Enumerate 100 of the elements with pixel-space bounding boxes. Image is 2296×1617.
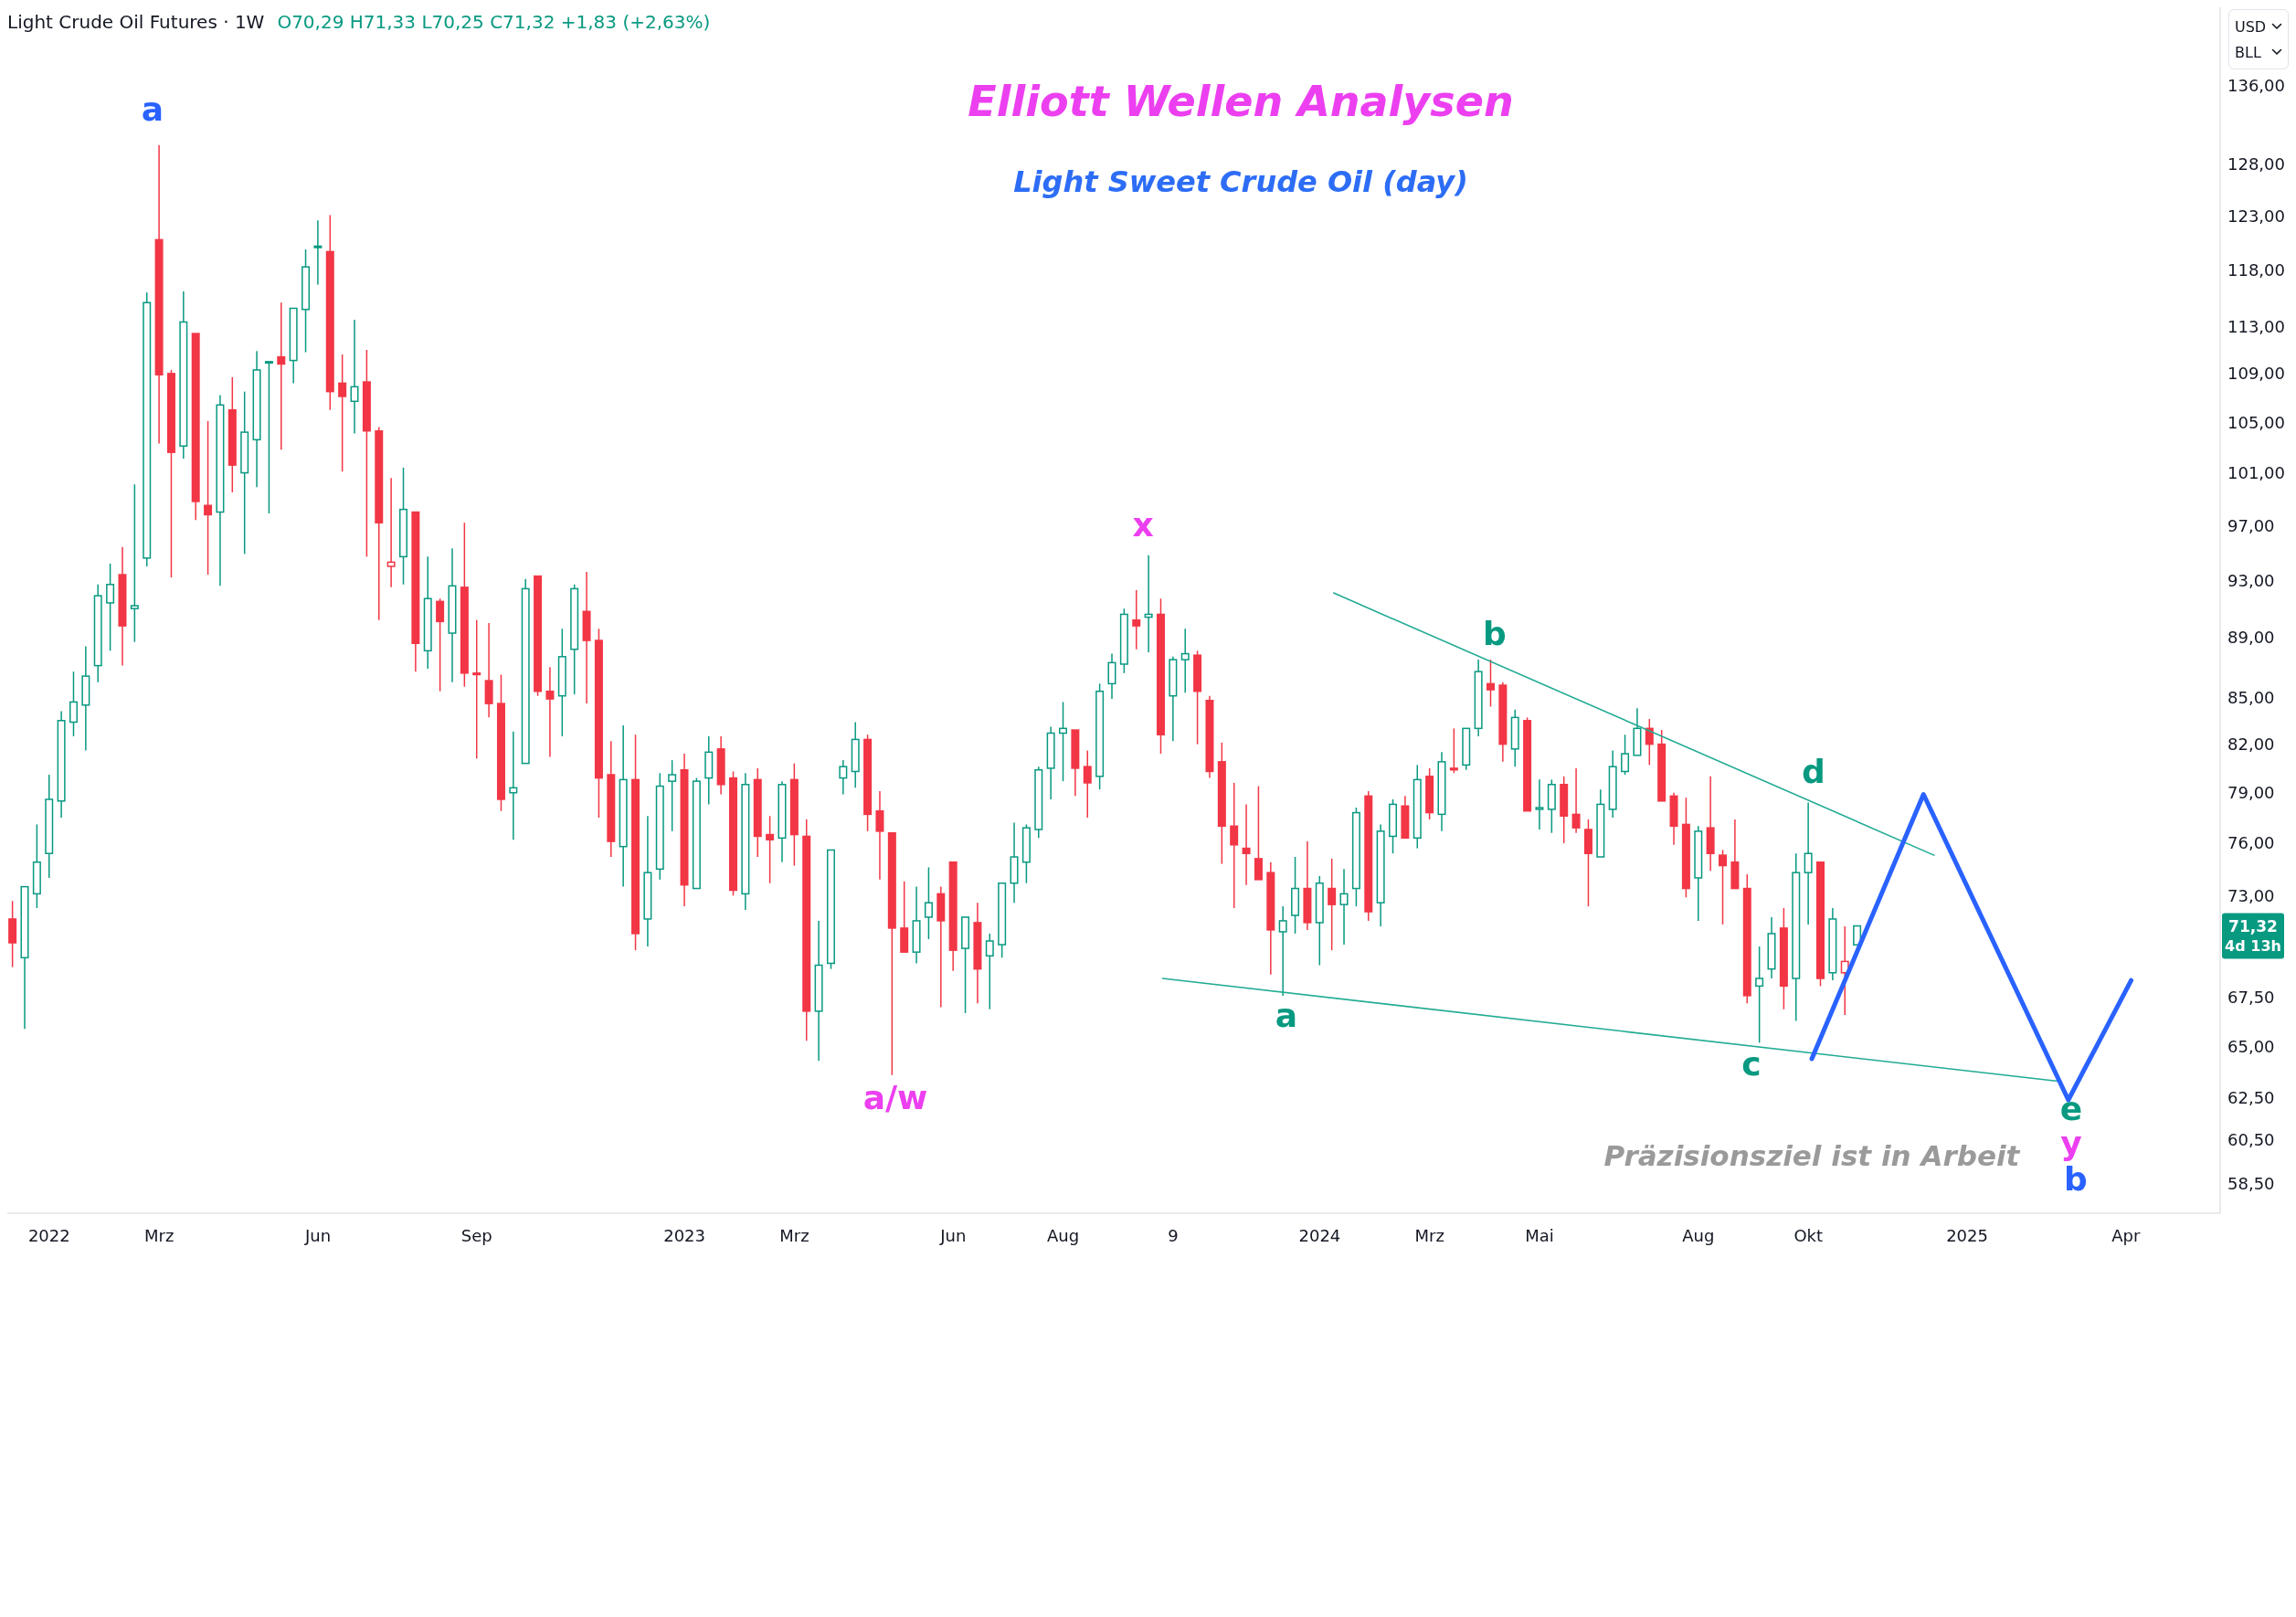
candlestick xyxy=(1339,868,1349,946)
candlestick xyxy=(1376,823,1385,927)
candlestick xyxy=(778,780,787,863)
candlestick xyxy=(851,721,860,789)
x-tick-label: Mrz xyxy=(143,1225,175,1245)
x-tick-label: Aug xyxy=(1682,1225,1715,1245)
candlestick xyxy=(741,772,750,911)
candlestick xyxy=(191,333,200,522)
candlestick xyxy=(252,350,261,488)
candlestick xyxy=(1010,821,1019,904)
y-tick-label: 89,00 xyxy=(2227,628,2275,648)
y-tick-label: 93,00 xyxy=(2227,570,2275,590)
candlestick xyxy=(1535,778,1544,830)
candlestick xyxy=(45,774,54,879)
y-tick-label: 123,00 xyxy=(2227,206,2285,227)
candlestick xyxy=(1767,916,1776,979)
x-tick-label: 2024 xyxy=(1298,1225,1341,1245)
annotation: a/w xyxy=(862,1079,928,1116)
candlestick xyxy=(1303,840,1312,931)
candlestick xyxy=(1792,852,1801,1022)
annotation: a xyxy=(141,90,164,128)
candlestick xyxy=(948,861,958,972)
y-tick-label: 128,00 xyxy=(2227,154,2285,174)
x-tick-label: Mai xyxy=(1525,1225,1554,1245)
candlestick xyxy=(1571,767,1581,834)
candlestick xyxy=(1779,907,1788,1010)
candlestick xyxy=(423,555,432,670)
x-tick-label: 2025 xyxy=(1946,1225,1988,1245)
candlestick xyxy=(106,563,115,652)
candlestick xyxy=(179,291,188,460)
candlestick xyxy=(680,753,689,907)
candlestick xyxy=(227,376,237,493)
annotation: a xyxy=(1275,997,1298,1034)
candlestick xyxy=(1364,790,1373,922)
candlestick xyxy=(57,710,66,819)
candlestick xyxy=(607,740,616,858)
candlestick xyxy=(130,483,139,643)
x-tick-label: Okt xyxy=(1793,1225,1824,1245)
text: Light Sweet Crude Oil (day) xyxy=(1013,164,1468,200)
candlestick xyxy=(350,319,359,435)
candlestick xyxy=(704,735,714,806)
candlestick xyxy=(545,666,555,758)
candlestick xyxy=(814,920,823,1062)
annotation: d xyxy=(1802,753,1825,790)
x-tick-label: Sep xyxy=(460,1225,492,1245)
y-tick-label: 113,00 xyxy=(2227,316,2285,336)
candlestick xyxy=(448,547,457,683)
candlestick xyxy=(313,219,323,286)
candlestick xyxy=(216,394,225,587)
y-tick-label: 76,00 xyxy=(2227,833,2275,853)
candlestick xyxy=(1230,782,1239,909)
x-tick-label: Jun xyxy=(939,1225,967,1245)
candlestick xyxy=(1669,791,1678,846)
y-tick-label: 67,50 xyxy=(2227,988,2275,1008)
candlestick xyxy=(1755,946,1764,1044)
annotation: y xyxy=(2060,1125,2082,1162)
candlestick xyxy=(582,571,591,704)
x-tick-label: 9 xyxy=(1168,1225,1179,1245)
x-tick-label: Apr xyxy=(2111,1225,2142,1245)
candlestick xyxy=(472,619,481,760)
y-tick-label: 136,00 xyxy=(2227,75,2285,95)
annotation: x xyxy=(1132,506,1154,544)
candlestick xyxy=(631,734,640,951)
y-tick-label: 85,00 xyxy=(2227,687,2275,707)
candlestick xyxy=(1694,825,1703,922)
candlestick xyxy=(1328,858,1337,951)
candlestick xyxy=(362,349,371,558)
candlestick xyxy=(1804,801,1813,925)
candlestick xyxy=(1437,751,1446,832)
candlestick xyxy=(887,831,896,1076)
dropdown-box: USD BLL xyxy=(2228,9,2289,69)
annotation: O70,29 H71,33 L70,25 C71,32 +1,83 (+2,63%) xyxy=(277,11,711,33)
x-tick-label: Jun xyxy=(303,1225,332,1245)
y-tick-label: 97,00 xyxy=(2227,515,2275,535)
candlestick xyxy=(1401,795,1410,840)
y-tick-label: 65,00 xyxy=(2227,1037,2275,1057)
candlestick xyxy=(1608,749,1617,819)
x-tick-label: Aug xyxy=(1047,1225,1080,1245)
candlestick xyxy=(1034,766,1043,840)
candlestick xyxy=(716,735,725,796)
candlestick xyxy=(1486,659,1495,708)
candlestick xyxy=(753,767,762,858)
candlestick xyxy=(325,214,334,411)
candlestick xyxy=(1242,803,1251,886)
candlestick xyxy=(93,584,102,683)
candlestick xyxy=(8,900,17,968)
candlestick xyxy=(509,731,518,840)
candlestick xyxy=(1510,709,1519,767)
candlestick xyxy=(302,248,311,354)
y-tick-label: 118,00 xyxy=(2227,260,2285,280)
candlestick xyxy=(484,622,493,719)
candlestick xyxy=(338,354,347,472)
candlestick xyxy=(1278,905,1287,997)
candlestick xyxy=(839,759,848,796)
candlestick xyxy=(1266,861,1275,976)
annotation: e xyxy=(2059,1090,2083,1127)
candlestick xyxy=(1046,725,1055,800)
x-tick-label: 2022 xyxy=(27,1225,70,1245)
candlestick xyxy=(1071,729,1080,798)
candlestick xyxy=(1828,907,1837,981)
